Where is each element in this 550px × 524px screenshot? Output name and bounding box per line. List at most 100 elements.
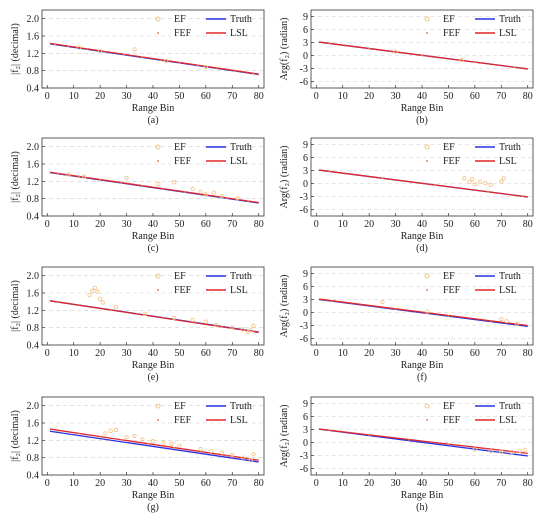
x-tick-label: 30 [122,348,132,359]
x-tick-label: 40 [417,478,427,489]
ef-point [198,446,203,452]
legend-label: LSL [230,156,248,167]
legend-label: Truth [499,14,521,25]
x-tick-label: 10 [338,478,348,489]
x-tick-label: 20 [95,348,105,359]
ef-point [124,435,129,440]
legend-label: FEF [174,285,192,296]
ef-point [467,179,472,184]
fef-point [78,432,80,435]
x-tick-label: 40 [148,91,158,102]
ef-point [245,329,251,335]
y-tick-label: 2.0 [27,14,40,25]
panel-caption: (a) [147,115,158,126]
panel-c: 0 10 20 30 40 50 60 70 80 0.4 0.8 1.2 1.6 2.0 Range Bi… [10,137,265,254]
y-tick-label: 0.8 [27,66,40,77]
legend-label: LSL [230,415,248,426]
ef-point [477,179,483,184]
ef-point [499,449,504,454]
ef-point [240,327,246,332]
ef-point [76,45,82,50]
legend-label: LSL [499,285,517,296]
legend-label: Truth [499,142,521,153]
ef-point [66,172,71,177]
lsl-line [318,428,528,454]
ef-point [113,427,119,433]
fef-point [78,303,80,306]
y-tick-label: 1.6 [27,160,40,171]
ef-point [488,182,493,187]
ef-point [501,176,507,181]
ef-point [171,315,177,320]
ef-point [483,180,488,186]
x-tick-label: 70 [227,219,237,230]
legend-label: EF [174,142,186,153]
fef-point [489,320,492,323]
ef-point [499,316,504,322]
ef-point [522,447,528,453]
fef-point [328,429,331,432]
ef-point [124,175,129,181]
x-tick-label: 40 [148,219,158,230]
y-axis-label: |f₂| (decimal) [10,410,21,462]
x-tick-label: 10 [69,219,79,230]
y-axis-label: |f₂| (decimal) [10,280,21,332]
fef-point [220,325,223,328]
x-tick-label: 0 [45,91,50,102]
ef-point [499,179,504,184]
fef-point [162,187,165,190]
x-tick-label: 50 [443,348,453,359]
ef-point [488,449,493,454]
fef-point [160,59,162,62]
ef-point [219,450,224,455]
legend-label: EF [443,14,455,25]
ef-point [103,431,108,436]
ef-point [459,57,464,62]
y-tick-label: 6 [303,25,308,36]
legend-label: EF [443,271,455,282]
fef-point [123,53,125,56]
legend-fef-symbol [426,289,428,291]
lsl-line [318,169,528,198]
panel-d: 0 10 20 30 40 50 60 70 80 -6 -3 0 3 6 9 Range Bin Arg(f₂… [279,137,534,254]
x-tick-label: 40 [148,348,158,359]
ef-point [208,449,214,454]
y-axis-label: Arg(f₂) (radian) [279,405,290,468]
x-tick-label: 30 [391,478,401,489]
y-tick-label: 0 [303,438,308,449]
x-tick-label: 60 [201,478,211,489]
x-tick-label: 50 [174,219,184,230]
ef-point [161,440,166,445]
legend: EF Truth FEF LSL [424,142,521,167]
y-axis-label: Arg(f₂) (radian) [279,18,290,81]
y-tick-label: 2.0 [27,142,40,153]
legend-label: Truth [230,401,252,412]
ef-point [100,300,105,305]
ef-point [203,319,209,324]
fef-point [57,172,59,175]
y-tick-label: 1.6 [27,32,40,43]
legend-label: Truth [499,401,521,412]
x-tick-label: 50 [443,91,453,102]
y-axis-label: |f₂| (decimal) [10,151,21,203]
ef-point [97,296,103,302]
y-tick-label: 2.0 [27,271,40,282]
x-tick-label: 20 [95,478,105,489]
y-tick-label: 9 [303,140,308,151]
y-tick-label: -3 [300,321,308,332]
fef-point [199,450,202,453]
fef-point [234,70,236,72]
legend-ef-symbol [424,144,430,150]
fef-point [78,175,80,178]
lsl-line [49,300,259,334]
legend-fef-symbol [426,32,428,34]
fef-point [146,443,149,445]
x-axis-label: Range Bin [401,103,444,114]
x-tick-label: 80 [254,219,264,230]
x-tick-label: 80 [523,348,533,359]
fef-point [99,436,101,438]
x-tick-label: 70 [496,91,506,102]
y-tick-label: 0.4 [27,84,40,95]
ef-point [425,309,430,314]
